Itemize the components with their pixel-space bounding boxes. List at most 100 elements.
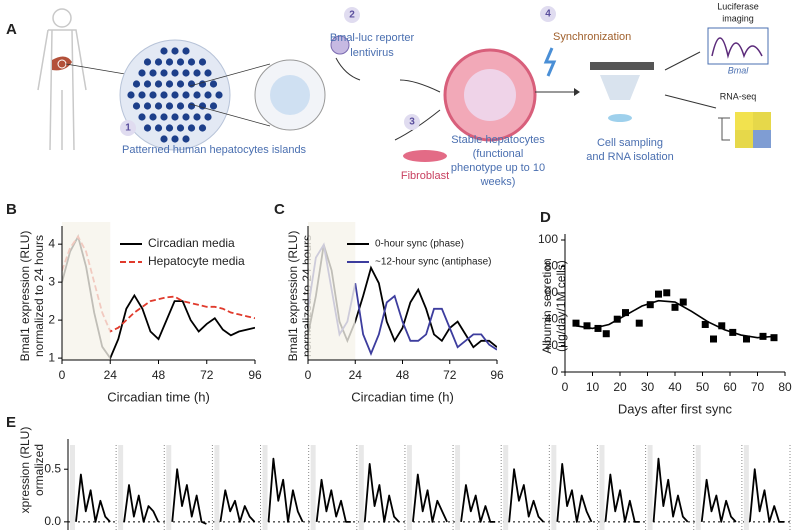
panel-shade xyxy=(358,445,364,530)
y-tick-label: 100 xyxy=(538,232,558,246)
island xyxy=(138,91,146,99)
island xyxy=(187,124,196,132)
panel-shade xyxy=(695,445,701,530)
island xyxy=(160,91,168,99)
y-tick-label: 0 xyxy=(551,364,558,378)
island xyxy=(171,135,179,143)
label: Fibroblast xyxy=(401,170,449,182)
data-line xyxy=(604,473,640,523)
x-tick-label: 30 xyxy=(641,380,655,394)
island xyxy=(143,124,152,132)
x-tick-label: 0 xyxy=(562,380,569,394)
data-point xyxy=(759,332,767,340)
panel-label: A xyxy=(6,21,17,38)
label: (functional xyxy=(473,148,524,160)
step-number: 3 xyxy=(409,117,415,128)
island xyxy=(182,113,190,121)
island xyxy=(187,80,196,88)
data-line xyxy=(652,457,689,523)
data-point xyxy=(594,324,602,332)
data-point xyxy=(655,290,662,298)
label: Patterned human hepatocytes islands xyxy=(122,144,307,156)
island xyxy=(160,69,168,77)
panel-label: C xyxy=(274,201,285,218)
panel-shade xyxy=(214,445,220,530)
label: Bmal-luc reporter xyxy=(330,32,415,44)
island xyxy=(176,102,185,110)
shaded-region xyxy=(62,222,111,360)
island xyxy=(204,69,212,77)
island xyxy=(198,80,207,88)
y-tick-label: 0.0 xyxy=(44,514,61,528)
island xyxy=(182,47,190,55)
island xyxy=(193,113,201,121)
data-point xyxy=(583,322,591,330)
data-point xyxy=(671,303,679,311)
label: Cell sampling xyxy=(597,137,663,149)
y-tick-label: 40 xyxy=(545,311,559,325)
island xyxy=(165,124,174,132)
x-axis-label: Circadian time (h) xyxy=(107,389,210,404)
data-line xyxy=(219,489,256,523)
data-point xyxy=(663,289,671,297)
x-tick-label: 10 xyxy=(586,380,600,394)
island xyxy=(187,102,196,110)
island xyxy=(138,113,146,121)
x-tick-label: 48 xyxy=(396,368,410,382)
label: Stable hepatocytes xyxy=(451,134,545,146)
panel-shade xyxy=(262,445,268,530)
island xyxy=(198,124,207,132)
island xyxy=(176,80,185,88)
data-point xyxy=(710,335,717,343)
shaded-region xyxy=(308,222,356,360)
data-point xyxy=(613,315,621,323)
data-line xyxy=(700,478,737,523)
x-tick-label: 96 xyxy=(490,368,504,382)
island xyxy=(127,91,135,99)
x-tick-label: 24 xyxy=(104,368,118,382)
data-line xyxy=(363,463,400,523)
island xyxy=(154,58,163,66)
island xyxy=(182,91,190,99)
x-tick-label: 72 xyxy=(200,368,214,382)
island xyxy=(132,102,141,110)
data-point xyxy=(718,322,726,330)
data-point xyxy=(743,335,750,343)
panel-shade xyxy=(310,445,316,530)
island xyxy=(149,113,157,121)
y-axis-label: ormalized xyxy=(32,444,46,496)
island xyxy=(171,69,179,77)
x-axis-label: Days after first sync xyxy=(618,401,733,416)
data-point xyxy=(770,334,778,342)
panel-shade xyxy=(503,445,509,530)
data-line xyxy=(748,468,784,523)
island xyxy=(143,80,152,88)
y-tick-label: 3 xyxy=(48,274,55,288)
island xyxy=(198,58,207,66)
x-tick-label: 40 xyxy=(668,380,682,394)
step-circles xyxy=(120,6,556,136)
y-axis-label: normalized to 24 hours xyxy=(32,235,46,357)
label: Synchronization xyxy=(553,31,631,43)
x-axis-label: Circadian time (h) xyxy=(351,389,454,404)
label: weeks) xyxy=(480,176,516,188)
island xyxy=(165,58,174,66)
y-axis-label: Bmal1 expression (RLU) xyxy=(286,231,300,362)
label: imaging xyxy=(722,13,754,23)
x-tick-label: 0 xyxy=(59,368,66,382)
island xyxy=(209,102,218,110)
data-point xyxy=(572,319,580,327)
y-tick-label: 1 xyxy=(48,350,55,364)
x-tick-label: 80 xyxy=(778,380,792,394)
data-line xyxy=(556,463,593,523)
data-line xyxy=(412,473,448,523)
panel-label: B xyxy=(6,201,17,218)
y-axis-label: Bmal1 expression (RLU) xyxy=(18,231,32,362)
data-line xyxy=(75,473,111,523)
x-tick-label: 60 xyxy=(723,380,737,394)
island xyxy=(171,91,179,99)
data-point xyxy=(679,298,687,306)
island xyxy=(149,91,157,99)
panel-shade xyxy=(455,445,461,530)
panel-label: D xyxy=(540,209,551,226)
